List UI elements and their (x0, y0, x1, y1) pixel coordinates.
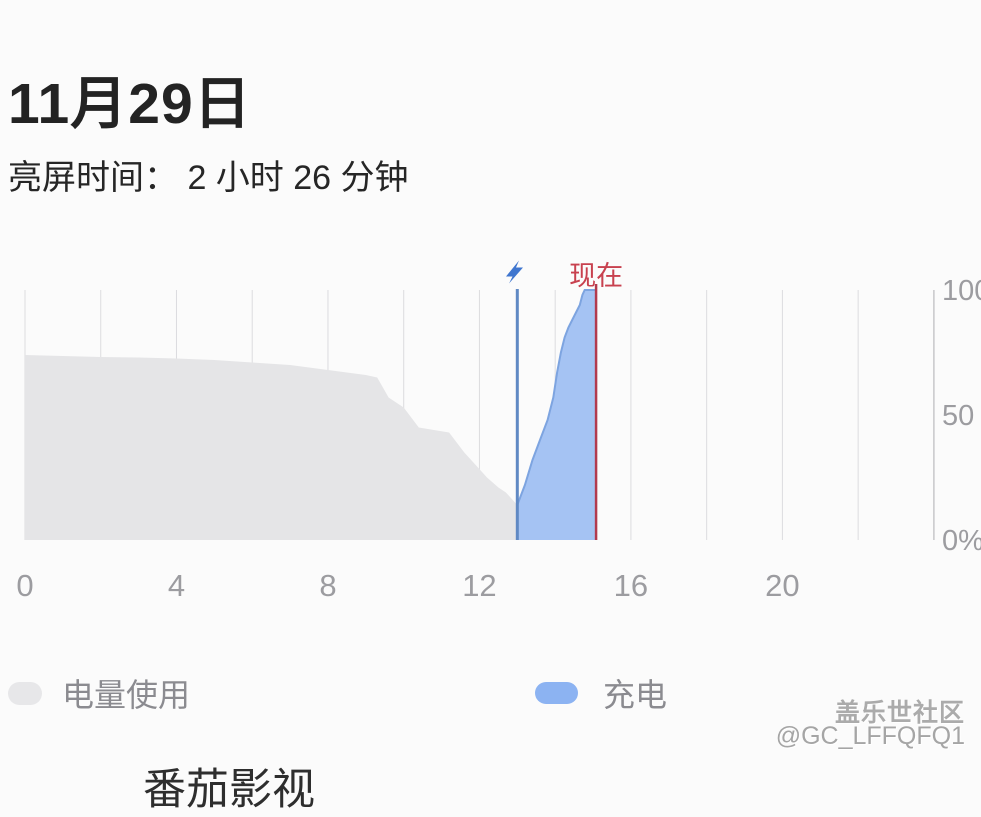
battery-usage-legend-label: 电量使用 (62, 677, 191, 713)
y-tick-label: 0% (942, 525, 981, 557)
x-tick-label: 0 (16, 568, 34, 603)
x-tick-label: 16 (613, 568, 649, 603)
x-tick-label: 4 (167, 568, 186, 603)
x-tick-label: 12 (462, 568, 497, 603)
legend-item-battery-usage: 电量使用 (8, 670, 190, 716)
charging-legend-label: 充电 (603, 677, 668, 713)
page-title-date: 11月29日 (8, 72, 252, 136)
charging-area (517, 290, 597, 540)
battery-usage-swatch (8, 681, 42, 705)
now-marker-label: 现在 (569, 261, 624, 291)
y-tick-label: 50 (942, 400, 975, 432)
x-tick-label: 8 (319, 568, 337, 603)
battery-history-chart[interactable] (0, 0, 981, 767)
watermark-user-id: @GC_LFFQFQ1 (775, 722, 965, 750)
watermark-community-name: 盖乐世社区 (834, 699, 965, 727)
battery-usage-area (25, 355, 518, 540)
charging-area-edge (516, 289, 597, 506)
screen-on-time-label: 亮屏时间： 2 小时 26 分钟 (8, 159, 409, 197)
x-tick-label: 20 (765, 568, 800, 603)
legend-item-charging: 充电 (535, 670, 667, 716)
charging-swatch (535, 682, 578, 704)
app-usage-row-partial[interactable]: 番茄影视 (143, 766, 315, 814)
y-tick-label: 100 (942, 275, 981, 307)
charging-bolt-icon (506, 260, 523, 284)
